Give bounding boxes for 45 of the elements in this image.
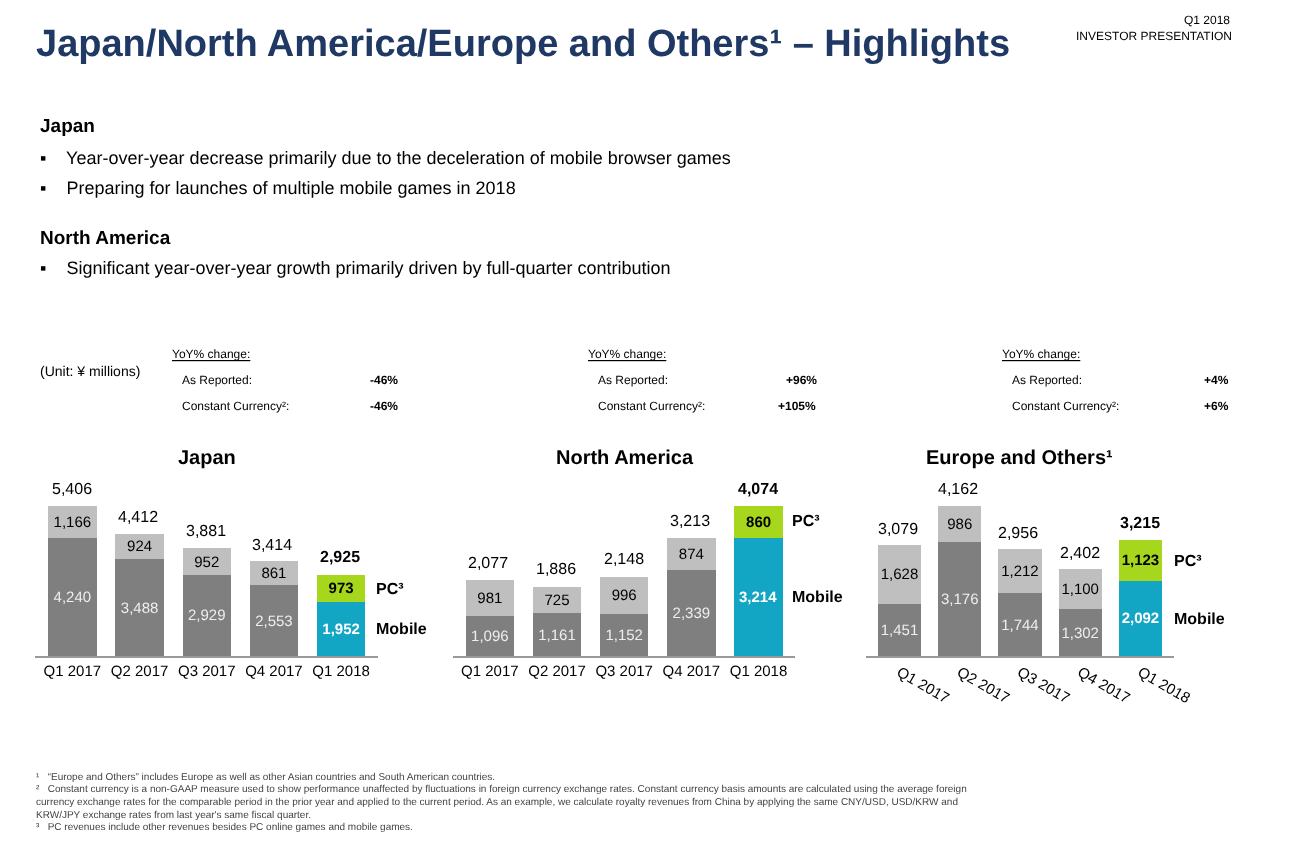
text: ▪ Significant year-over-year growth primarily driven by full-quarter contribution <box>40 258 671 278</box>
bar <box>532 613 582 656</box>
bar <box>1118 580 1163 656</box>
chart-title: Europe and Others¹ <box>926 448 1115 470</box>
bar <box>938 541 982 656</box>
total-label: 5,406 <box>52 480 94 498</box>
chart-title: Japan <box>178 448 236 470</box>
total-label: 1,886 <box>536 560 578 578</box>
bar <box>998 593 1042 656</box>
text: Japan <box>40 116 96 138</box>
total-label: 3,215 <box>1120 514 1162 532</box>
bar <box>600 576 649 614</box>
total-label: 2,956 <box>998 524 1040 542</box>
bar <box>877 603 922 656</box>
series-label: Mobile <box>792 588 844 606</box>
bar <box>115 559 164 656</box>
bar <box>877 545 922 604</box>
series-label: Mobile <box>1174 610 1226 628</box>
text: ▪ Year-over-year decrease primarily due to the deceleration of mobile browser games <box>40 148 732 168</box>
bar <box>667 569 716 656</box>
bar <box>182 574 231 656</box>
chart-title: North America <box>556 448 694 470</box>
text: ▪ Preparing for launches of multiple mobile games in 2018 <box>40 178 516 198</box>
total-label: 3,881 <box>186 522 228 540</box>
total-label: 3,079 <box>878 520 920 538</box>
text: Japan/North America/Europe and Others¹ – Highlights <box>36 24 1011 66</box>
series-label: Mobile <box>376 620 428 638</box>
bar <box>998 549 1042 594</box>
bar <box>48 538 97 656</box>
total-label: 2,402 <box>1060 544 1102 562</box>
total-label: 2,925 <box>320 548 362 566</box>
total-label: 4,162 <box>938 480 980 498</box>
total-label: 2,077 <box>468 554 510 572</box>
bar <box>667 537 716 570</box>
total-label: 2,148 <box>604 550 646 568</box>
total-label: 3,414 <box>252 536 294 554</box>
bar <box>249 585 299 656</box>
total-label: 3,213 <box>670 512 712 530</box>
text: North America <box>40 228 172 250</box>
total-label: 4,074 <box>738 480 780 498</box>
series-label: PC³ <box>1174 552 1203 570</box>
series-label: PC³ <box>376 580 405 598</box>
series-label: PC³ <box>792 512 821 530</box>
total-label: 4,412 <box>118 508 160 526</box>
bar <box>734 537 783 656</box>
